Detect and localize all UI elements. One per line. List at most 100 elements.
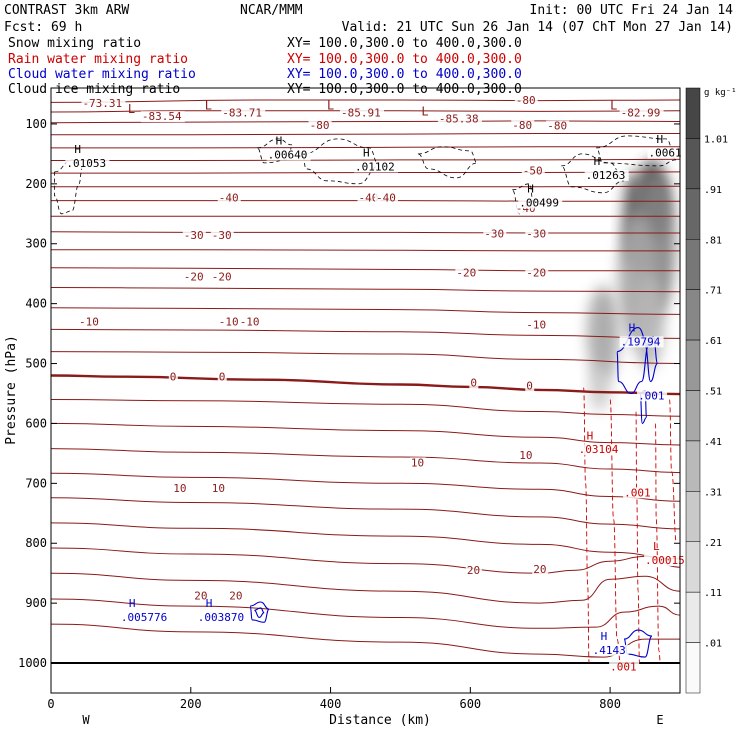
rain-water-marker-letter-2: L — [653, 540, 660, 553]
freezing-line — [51, 374, 680, 396]
rain-water-contour-3 — [655, 422, 661, 664]
cloud-ice-marker-value-0-bg — [65, 157, 110, 169]
cloud-water-contour-3 — [249, 601, 270, 623]
cloud-ice-marker-value-0: .01053 — [66, 157, 106, 170]
y-tick-label-4: 500 — [25, 357, 47, 371]
colorbar-swatch-5 — [685, 339, 701, 391]
east-label: E — [656, 713, 663, 727]
colorbar-label-2: .81 — [704, 235, 722, 246]
field-xy-snow: XY= 100.0,300.0 to 400.0,300.0 — [287, 36, 522, 51]
temperature-label-32-bg — [210, 483, 227, 495]
temperature-line-4 — [51, 146, 680, 149]
temperature-line-14 — [51, 307, 680, 315]
cloud-ice-marker-value-1: .00640 — [268, 148, 308, 161]
temperature-line-26 — [51, 623, 680, 658]
temperature-label-28: 0 — [219, 371, 226, 384]
colorbar: g kg⁻¹ 1.01 .91 .81 .71 .61 .51 .41 .31 .21 .11 .0… — [685, 87, 737, 694]
temperature-label-12: -40 — [359, 192, 379, 205]
field-name-rain: Rain water mixing ratio — [8, 52, 188, 67]
init-time: Init: 00 UTC Fri 24 Jan 14 — [530, 3, 734, 18]
temperature-label-25-bg — [238, 316, 262, 328]
y-tick-label-9: 1000 — [18, 656, 47, 670]
temperature-label-15: -30 — [184, 229, 204, 242]
cloud-ice-marker-value-3-bg — [518, 197, 563, 209]
temperature-label-7-bg — [514, 94, 538, 106]
cloud-water-marker-value-2-bg — [619, 336, 664, 348]
west-label: W — [82, 713, 90, 727]
temperature-label-30: 0 — [526, 380, 533, 393]
model-title: CONTRAST 3km ARW — [4, 3, 129, 18]
colorbar-label-4: .61 — [704, 336, 722, 347]
cloud-water-marker-value-0: .005776 — [121, 611, 167, 624]
temperature-label-37: 20 — [467, 564, 480, 577]
temperature-low-marker-4: L — [610, 99, 617, 113]
temperature-label-34: 10 — [519, 449, 532, 462]
temperature-label-12-bg — [357, 192, 381, 204]
temperature-label-7: -80 — [516, 94, 536, 107]
temperature-label-4-bg — [437, 113, 482, 125]
x-tick-label-0: 0 — [47, 697, 54, 711]
temperature-label-11-bg — [217, 192, 241, 204]
cloud-ice-marker-value-5: .0061 — [649, 147, 682, 160]
cloud-ice-marker-value-4-bg — [584, 169, 629, 181]
temperature-line-23 — [51, 547, 680, 574]
temperature-line-17 — [51, 399, 680, 417]
forecast-hour: Fcst: 69 h — [4, 20, 82, 35]
snow-blob-4 — [632, 273, 665, 370]
cloud-ice-contour-1 — [257, 138, 293, 164]
temperature-line-12 — [51, 267, 680, 272]
temperature-line-24 — [51, 572, 680, 604]
temperature-label-13: -40 — [376, 192, 396, 205]
temperature-label-28-bg — [217, 371, 227, 383]
temperature-label-36-bg — [228, 590, 245, 602]
cloud-ice-marker-letter-0: H — [74, 143, 81, 156]
cloud-ice-marker-letter-4: H — [594, 155, 601, 168]
y-tick-label-0: 100 — [25, 117, 47, 131]
temperature-label-18-bg — [525, 228, 549, 240]
temperature-low-marker-0: L — [128, 102, 135, 116]
y-tick-label-6: 700 — [25, 476, 47, 490]
cloud-water-contour-4 — [254, 607, 265, 619]
temperature-contours — [51, 99, 680, 665]
temperature-label-9-bg — [546, 120, 570, 132]
colorbar-label-1: .91 — [704, 185, 722, 196]
x-tick-label-3: 600 — [459, 697, 481, 711]
temperature-label-0-bg — [81, 97, 126, 109]
colorbar-swatch-7 — [685, 440, 701, 492]
temperature-label-36: 20 — [229, 589, 242, 602]
temperature-line-13 — [51, 287, 680, 293]
temperature-label-30-bg — [525, 380, 535, 392]
temperature-line-6 — [51, 171, 680, 174]
field-name-snow: Snow mixing ratio — [8, 36, 141, 51]
cloud-ice-marker-letter-2: H — [363, 147, 370, 160]
temperature-label-26-bg — [525, 319, 549, 331]
temperature-label-33-bg — [409, 457, 426, 469]
temperature-line-2 — [51, 120, 680, 124]
temperature-label-33: 10 — [411, 456, 424, 469]
temperature-line-21 — [51, 497, 680, 530]
colorbar-swatch-4 — [685, 289, 701, 341]
colorbar-swatch-6 — [685, 390, 701, 442]
y-tick-label-5: 600 — [25, 416, 47, 430]
temperature-label-34-bg — [518, 450, 535, 462]
cloud-water-marker-value-0-bg — [119, 611, 171, 623]
temperature-label-0: -73.31 — [82, 97, 122, 110]
temperature-low-marker-2: L — [327, 99, 334, 113]
snow-blob-6 — [589, 363, 610, 412]
cloud-water-marker-letter-1: H — [206, 597, 213, 610]
field-xy-rain: XY= 100.0,300.0 to 400.0,300.0 — [287, 52, 522, 67]
temperature-label-38-bg — [532, 564, 549, 575]
colorbar-label-6: .41 — [704, 437, 722, 448]
x-axis-label: Distance (km) — [329, 713, 431, 728]
temperature-label-15-bg — [182, 229, 206, 241]
colorbar-swatch-1 — [685, 138, 701, 190]
y-tick-label-8: 900 — [25, 596, 47, 610]
colorbar-label-8: .21 — [704, 538, 722, 549]
temperature-low-marker-3: L — [421, 105, 428, 119]
temperature-label-38: 20 — [533, 563, 546, 576]
temperature-label-8: -80 — [512, 119, 532, 132]
rain-water-contour-4 — [669, 399, 677, 544]
temperature-label-2-bg — [221, 107, 266, 119]
cloud-ice-marker-value-4: .01263 — [586, 169, 626, 182]
cloud-water-marker-value-3: .001 — [638, 389, 665, 402]
